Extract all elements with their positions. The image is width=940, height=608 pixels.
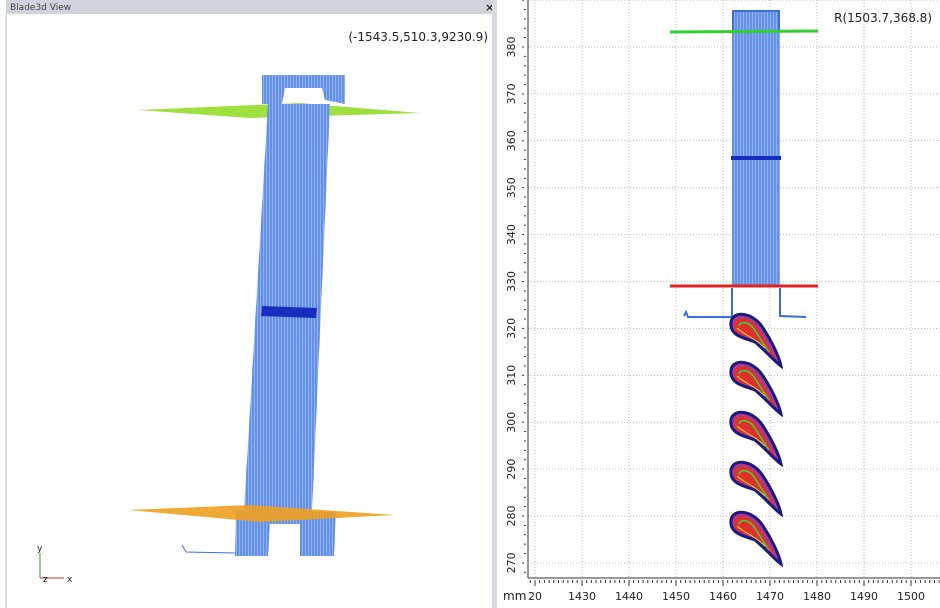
splitter[interactable] <box>492 0 497 608</box>
x-tick-label: 1460 <box>709 590 737 603</box>
section-band <box>261 306 317 318</box>
axis-label-x: x <box>67 575 73 585</box>
y-tick-label: 320 <box>505 318 518 339</box>
cursor-coordinates: R(1503.7,368.8) <box>834 11 932 25</box>
y-tick-label: 330 <box>505 271 518 292</box>
axis-label-z: z <box>43 575 48 585</box>
x-tick-label: 1480 <box>803 590 831 603</box>
y-tick-label: 370 <box>505 83 518 104</box>
y-tick-label: 310 <box>505 365 518 386</box>
x-tick-label: 1490 <box>850 590 878 603</box>
blade-projection <box>732 10 780 286</box>
airfoil-section <box>731 412 781 464</box>
unit-label: mm <box>503 589 526 603</box>
x-tick-label: 1430 <box>568 590 596 603</box>
x-tick-label: 1450 <box>662 590 690 603</box>
y-tick-label: 350 <box>505 177 518 198</box>
airfoil-section <box>731 362 781 414</box>
coordinates: (-1543.5,510.3,9230.9) <box>348 30 488 44</box>
y-tick-label: 290 <box>505 459 518 480</box>
x-tick-label: 1440 <box>615 590 643 603</box>
x-tick-label: 1500 <box>897 590 925 603</box>
y-tick-label: 270 <box>505 552 518 573</box>
y-tick-label: 380 <box>505 37 518 58</box>
y-tick-label: 340 <box>505 224 518 245</box>
x-tick-label: 20 <box>528 590 542 603</box>
root-outline <box>684 288 806 317</box>
y-tick-label: 300 <box>505 412 518 433</box>
airfoil-section <box>731 512 781 564</box>
title-bar <box>6 0 494 14</box>
app-window: Blade3d View × (-1543.5,510.3,9230.9) y … <box>0 0 940 608</box>
airfoil-section <box>731 314 781 366</box>
axis-label-y: y <box>37 544 43 554</box>
ticks: 380 370 360 350 340 330 320 310 300 290 280 270 20 14… <box>505 0 939 603</box>
y-tick-label: 280 <box>505 506 518 527</box>
airfoil-section <box>731 462 781 514</box>
viewer: Blade3d View × (-1543.5,510.3,9230.9) y … <box>0 0 940 608</box>
y-tick-label: 360 <box>505 130 518 151</box>
x-tick-label: 1470 <box>756 590 784 603</box>
panel-title: Blade3d View <box>10 3 71 13</box>
top-plane-line <box>670 31 818 32</box>
